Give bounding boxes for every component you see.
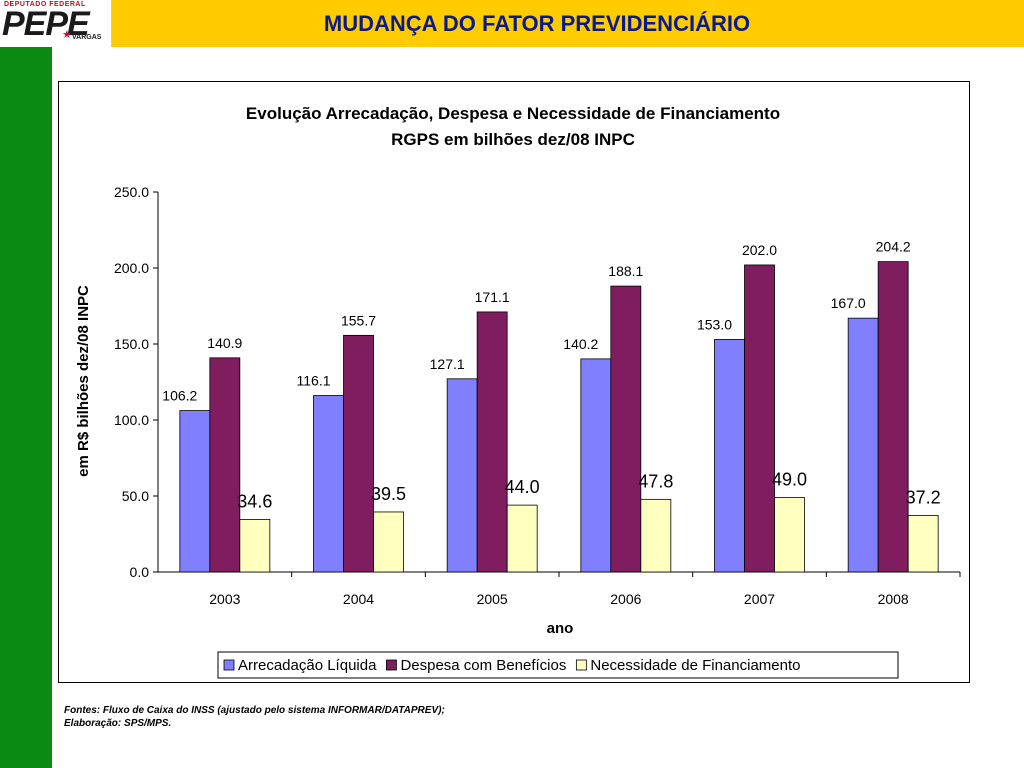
legend-box [217,651,899,679]
x-tick-label: 2006 [610,591,641,607]
page-title: MUDANÇA DO FATOR PREVIDENCIÁRIO [323,11,751,36]
data-label: 204.2 [876,239,911,255]
x-tick-label: 2003 [209,591,240,607]
data-label: 49.0 [772,470,807,490]
y-tick-label: 250.0 [114,184,149,200]
chart-subtitle: RGPS em bilhões dez/08 INPC [391,130,635,149]
bar [847,317,879,573]
data-label: 127.1 [430,356,465,372]
bar [640,498,672,573]
plot-area: 0.0 50.0 100.0 150.0 200.0 250.0 2003 106.2 140.… [114,184,961,607]
footnote-line-2: Elaboração: SPS/MPS. [64,718,172,729]
chart-title: Evolução Arrecadação, Despesa e Necessid… [246,104,780,123]
bar [506,504,538,573]
data-label: 202.0 [742,242,777,258]
x-tick-label: 2004 [343,591,374,607]
bar-chart: Evolução Arrecadação, Despesa e Necessid… [75,104,961,679]
bar [877,261,909,573]
bar [373,511,404,573]
bar [239,519,271,573]
bar [744,264,775,573]
bar [313,395,344,573]
x-tick-label: 2008 [878,591,909,607]
bar [179,410,211,573]
data-label: 155.7 [341,312,376,328]
y-tick-label: 200.0 [114,260,149,276]
legend-swatch [386,659,397,671]
y-tick-label: 50.0 [122,488,149,504]
logo-main-text: PEPE [2,5,90,43]
left-accent-bar [0,47,52,768]
legend-label: Necessidade de Financiamento [590,657,800,674]
y-tick-label: 100.0 [114,412,149,428]
data-label: 116.1 [297,373,331,389]
bar [209,357,241,573]
data-label: 140.9 [207,335,242,351]
data-label: 153.0 [697,316,732,332]
data-label: 167.0 [831,295,866,311]
legend-label: Arrecadação Líquida [238,657,377,674]
legend-label: Despesa com Benefícios [400,657,566,674]
bar [476,311,508,573]
star-icon: ★ [62,29,72,41]
x-axis-label: ano [547,620,574,637]
legend-swatch [223,659,235,671]
bar [580,358,612,573]
source-footnote: Fontes: Fluxo de Caixa do INSS (ajustado… [64,704,445,730]
bar [343,334,374,573]
data-label: 44.0 [505,477,540,497]
x-tick-label: 2007 [744,591,775,607]
bar [774,497,805,573]
bar [714,339,745,573]
footnote-line-1: Fontes: Fluxo de Caixa do INSS (ajustado… [64,705,445,716]
legend: Arrecadação Líquida Despesa com Benefício… [217,651,899,679]
y-tick-label: 150.0 [114,336,149,352]
data-label: 34.6 [237,491,272,511]
logo: DEPUTADO FEDERAL PEPE ★ VARGAS [0,0,112,47]
data-label: 39.5 [371,484,406,504]
logo-top-text: DEPUTADO FEDERAL [4,1,86,8]
data-label: 47.8 [638,471,673,491]
data-label: 140.2 [563,336,598,352]
data-label: 106.2 [162,388,197,404]
data-label: 188.1 [608,263,643,279]
y-tick-label: 0.0 [130,564,150,580]
logo-sub-text: VARGAS [72,34,102,41]
bar [907,515,939,573]
bar [610,285,642,573]
legend-swatch [575,659,587,671]
data-label: 171.1 [475,289,510,305]
bar [446,378,478,573]
x-tick-label: 2005 [477,591,508,607]
y-axis-label: em R$ bilhões dez/08 INPC [75,285,92,477]
header-bar [0,0,1024,47]
data-label: 37.2 [906,487,941,507]
